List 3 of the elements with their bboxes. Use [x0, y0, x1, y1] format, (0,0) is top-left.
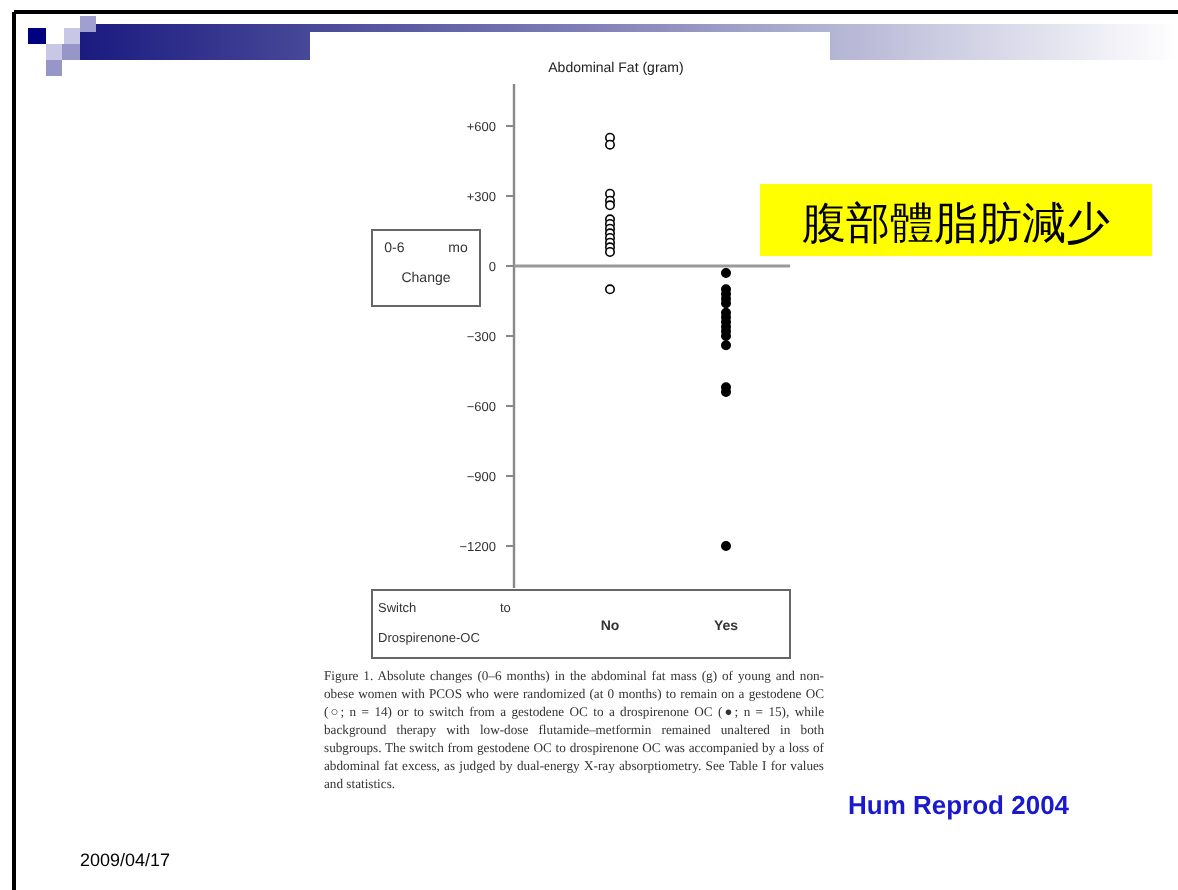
- text: 腹部體脂肪減少: [802, 200, 1110, 250]
- text: Hum Reprod 2004: [848, 790, 1071, 820]
- text: 2009/04/17: [80, 850, 171, 870]
